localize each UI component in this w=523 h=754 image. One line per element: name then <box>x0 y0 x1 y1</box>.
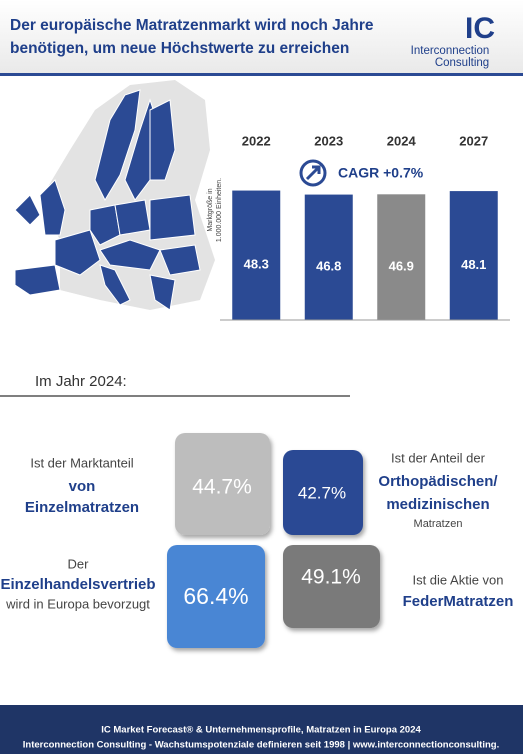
value-label: 48.3 <box>244 257 269 272</box>
logo-text: Interconnection <box>411 45 490 57</box>
logo-text: Consulting <box>435 57 489 69</box>
stat-text: Matratzen <box>414 518 463 530</box>
value-label: 48.1 <box>461 257 486 272</box>
y-axis-label: Marktgröße in <box>207 188 214 231</box>
bar <box>232 190 281 320</box>
header-rule <box>0 73 523 76</box>
bar <box>304 194 353 320</box>
footer-text: IC Market Forecast® & Unternehmensprofil… <box>101 725 421 736</box>
stat-tile <box>283 545 380 628</box>
stat-text: FederMatratzen <box>403 593 514 610</box>
title: benötigen, um neue Höchstwerte zu erreic… <box>10 40 349 57</box>
stat-text: Ist der Marktanteil <box>30 455 133 470</box>
header-bg <box>0 0 523 74</box>
stat-text: Einzelmatratzen <box>25 499 139 516</box>
bar <box>377 194 426 320</box>
stat-text: Einzelhandelsvertrieb <box>0 576 155 593</box>
x-tick-label: 2022 <box>242 133 271 148</box>
logo-mark: IC <box>465 12 495 45</box>
stat-value: 44.7% <box>192 476 252 499</box>
bar-chart: 2022 48.3 2023 46.8 2024 46.9 2027 48.1 <box>220 133 510 321</box>
x-tick-label: 2023 <box>314 133 343 148</box>
map <box>14 80 215 311</box>
title: Der europäische Matratzenmarkt wird noch… <box>10 17 374 34</box>
bar <box>449 191 498 320</box>
footer-bg <box>0 705 523 754</box>
stat-tile <box>283 450 363 535</box>
stat-text: Ist der Anteil der <box>391 450 486 465</box>
stat-text: Orthopädischen/ <box>378 473 498 490</box>
x-tick-label: 2024 <box>387 133 417 148</box>
cagr-arrow <box>305 165 321 181</box>
y-axis-label: 1.000.000 Einheiten. <box>216 178 223 242</box>
stat-value: 49.1% <box>301 566 361 589</box>
section-title: Im Jahr 2024: <box>35 373 127 390</box>
stat-text: wird in Europa bevorzugt <box>5 596 150 611</box>
stat-value: 66.4% <box>183 583 248 609</box>
stat-text: Ist die Aktie von <box>412 572 503 587</box>
x-tick-label: 2027 <box>459 133 488 148</box>
stat-text: Der <box>68 556 90 571</box>
value-label: 46.8 <box>316 259 341 274</box>
stat-value: 42.7% <box>298 483 346 502</box>
value-label: 46.9 <box>389 259 414 274</box>
stat-text: medizinischen <box>386 496 489 513</box>
stat-text: von <box>69 478 96 495</box>
annotation: CAGR +0.7% <box>338 165 424 181</box>
footer-text: Interconnection Consulting - Wachstumspo… <box>23 740 499 751</box>
stat-tile <box>167 545 265 648</box>
stat-tile <box>175 433 270 535</box>
